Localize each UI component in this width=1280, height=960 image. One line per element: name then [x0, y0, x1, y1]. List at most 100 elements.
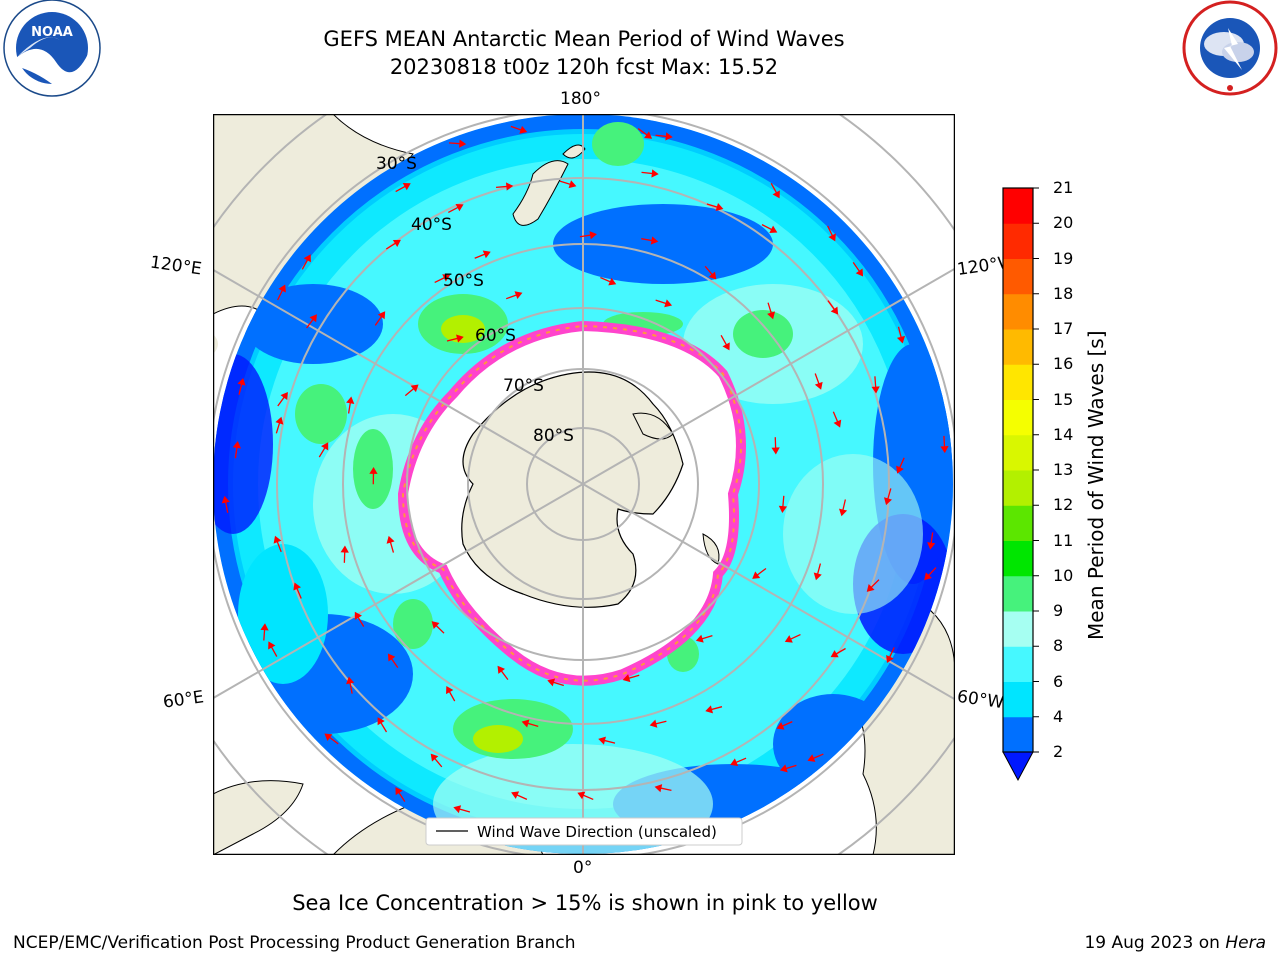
wave-direction-arrow [395, 787, 406, 802]
lon-label-180: 180° [560, 89, 601, 109]
wave-direction-arrow [649, 719, 667, 728]
lat-label-30s: 30°S [376, 154, 417, 174]
colorbar-tick-label: 16 [1053, 354, 1074, 374]
lat-label-40s: 40°S [411, 215, 452, 235]
wave-direction-arrow [559, 180, 577, 189]
wave-direction-arrow [883, 488, 892, 506]
wave-direction-arrow [771, 437, 780, 455]
colorbar-tick-label: 2 [1053, 742, 1064, 761]
wave-direction-arrow [600, 276, 617, 286]
wave-direction-arrow [474, 250, 491, 259]
wave-direction-arrow [446, 686, 456, 702]
wave-direction-arrow [730, 757, 747, 767]
colorbar-tick-label: 13 [1053, 460, 1074, 479]
wave-direction-arrow [641, 236, 659, 245]
colorbar-band [1003, 470, 1033, 506]
wave-direction-arrow [776, 721, 793, 730]
wave-direction-arrow [827, 300, 839, 315]
wave-direction-arrow [598, 736, 616, 745]
wave-direction-arrow [830, 647, 846, 658]
wave-direction-arrow [505, 291, 523, 300]
colorbar-band [1003, 188, 1033, 224]
wind-wave-arrows [221, 125, 949, 838]
credit-left: NCEP/EMC/Verification Post Processing Pr… [13, 933, 576, 953]
colorbar-tick-label: 18 [1053, 283, 1074, 303]
lat-label-60s: 60°S [475, 326, 516, 346]
colorbar-band [1003, 399, 1033, 436]
wave-direction-arrow [637, 128, 653, 139]
colorbar-band [1003, 611, 1033, 647]
wave-direction-arrow [547, 678, 564, 687]
wave-direction-arrow [521, 719, 539, 728]
wave-direction-arrow [369, 466, 378, 485]
colorbar-tick-label: 20 [1053, 213, 1074, 233]
colorbar-tick-label: 21 [1053, 178, 1074, 197]
lon-label-0: 0° [573, 858, 593, 878]
wave-direction-arrow [924, 567, 937, 581]
colorbar-band [1003, 293, 1033, 330]
lat-label-80s: 80°S [533, 426, 574, 446]
legend-label: Wind Wave Direction (unscaled) [477, 823, 717, 841]
wave-direction-arrow [510, 125, 528, 134]
credit-date: 19 Aug 2023 on [1084, 933, 1226, 953]
wave-direction-arrow [497, 665, 509, 680]
colorbar-tick-label: 19 [1053, 248, 1074, 268]
sea-ice-note: Sea Ice Concentration > 15% is shown in … [292, 891, 878, 915]
wave-direction-arrow [655, 299, 673, 308]
wave-direction-arrow [641, 169, 659, 178]
lon-label-60e: 60°E [161, 687, 206, 713]
colorbar-tick-label: 9 [1053, 601, 1064, 620]
wave-direction-arrow [767, 302, 776, 320]
wave-direction-arrow [385, 239, 401, 250]
wave-direction-arrow [377, 717, 388, 733]
lat-label-50s: 50°S [443, 271, 484, 291]
lon-label-120e: 120°E [148, 252, 203, 280]
colorbar-tick-label: 11 [1053, 530, 1074, 550]
wave-direction-arrow [430, 753, 443, 768]
wave-direction-arrow [346, 676, 355, 694]
wave-direction-arrow [404, 384, 419, 397]
wave-direction-arrow [237, 377, 246, 395]
map-title: GEFS MEAN Antarctic Mean Period of Wind … [323, 27, 845, 51]
wave-direction-arrow [706, 203, 724, 211]
colorbar-band [1003, 364, 1033, 400]
new-zealand-landmass [512, 160, 569, 226]
wave-direction-arrow [277, 284, 286, 301]
wave-direction-arrow [301, 254, 311, 270]
colorbar-tick-label: 10 [1053, 565, 1074, 585]
wave-direction-arrow [354, 611, 365, 627]
wave-direction-arrow [268, 641, 278, 657]
colorbar-band [1003, 223, 1033, 259]
wave-direction-arrow [260, 623, 269, 641]
colorbar-band [1003, 329, 1033, 365]
wave-direction-arrow [495, 182, 514, 191]
wave-direction-arrow [779, 764, 797, 773]
colorbar-band [1003, 681, 1033, 718]
wave-direction-arrow [306, 314, 317, 329]
colorbar-band [1003, 646, 1033, 682]
wave-direction-arrow [886, 647, 895, 664]
wave-direction-arrow [752, 567, 767, 579]
wave-direction-arrow [654, 784, 672, 793]
wave-direction-arrow [579, 231, 597, 240]
wave-direction-arrow [704, 265, 717, 280]
wave-direction-arrow [778, 495, 788, 514]
wave-direction-arrow [705, 705, 723, 714]
wave-direction-arrow [839, 499, 848, 517]
colorbar-band [1003, 258, 1033, 295]
colorbar-band [1003, 575, 1033, 612]
direction-legend: Wind Wave Direction (unscaled) [425, 817, 743, 846]
colorbar-tick-label: 14 [1053, 424, 1074, 444]
colorbar-tick-label: 6 [1053, 671, 1064, 691]
wave-direction-arrow [395, 182, 411, 193]
wave-direction-arrow [866, 579, 880, 592]
colorbar-tick-label: 8 [1053, 636, 1064, 656]
wave-direction-arrow [273, 535, 282, 553]
wave-direction-arrow [318, 442, 329, 458]
wave-direction-arrow [446, 334, 464, 343]
wave-direction-arrow [448, 139, 467, 148]
wave-direction-arrow [453, 805, 471, 814]
wave-direction-arrow [232, 441, 241, 459]
nws-logo [1182, 0, 1278, 96]
credit-host: Hera [1225, 933, 1266, 953]
